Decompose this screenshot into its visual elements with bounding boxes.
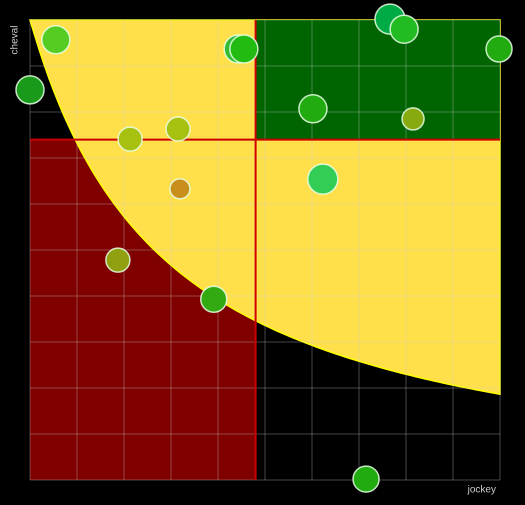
bubble	[200, 285, 228, 313]
bubble	[389, 14, 419, 44]
bubble	[169, 178, 191, 200]
bubble	[117, 126, 143, 152]
bubble	[401, 107, 425, 131]
bubble	[15, 75, 45, 105]
x-axis-label: jockey	[467, 485, 496, 496]
high-zone	[255, 20, 500, 140]
y-axis-label: cheval	[10, 26, 21, 55]
bubble	[165, 116, 191, 142]
bubble	[298, 94, 328, 124]
bubble	[485, 35, 513, 63]
bubble	[105, 247, 131, 273]
bubble	[41, 25, 71, 55]
bubble	[307, 163, 339, 195]
bubble	[229, 34, 259, 64]
bubble	[352, 465, 380, 493]
